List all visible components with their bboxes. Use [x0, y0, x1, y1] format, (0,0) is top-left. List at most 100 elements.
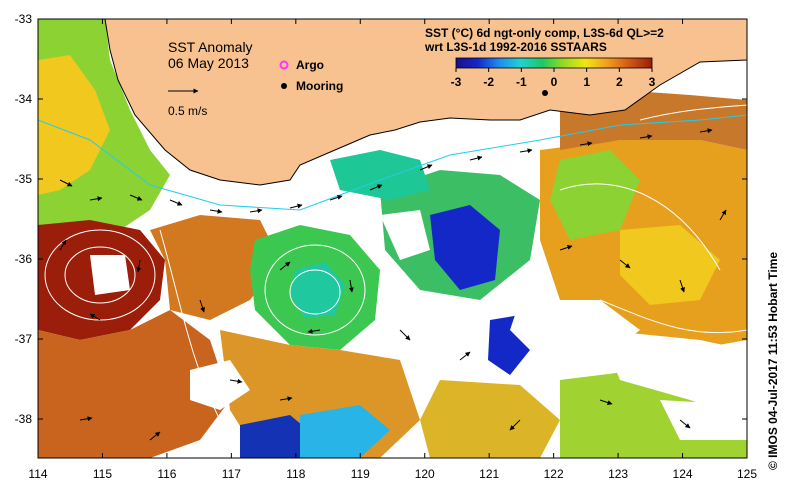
no-data-patch — [380, 210, 430, 260]
mooring-marker — [542, 90, 548, 96]
current-arrow — [579, 141, 593, 147]
current-arrow — [129, 194, 143, 201]
current-arrow — [136, 259, 142, 273]
plot-frame — [37, 18, 748, 459]
current-arrow — [149, 431, 161, 441]
product-description-line1: SST (°C) 6d ngt-only comp, L3S-6d QL>=2 — [425, 26, 664, 40]
current-arrow — [639, 134, 653, 140]
x-tick-label: 115 — [93, 467, 112, 481]
current-arrow — [509, 419, 521, 431]
x-axis: 114 115 116 117 118 119 120 121 122 123 124 125 — [28, 19, 757, 481]
current-arrow — [599, 399, 613, 405]
current-arrow — [199, 299, 205, 313]
current-arrow — [559, 245, 573, 251]
mooring-legend: Mooring — [281, 79, 343, 93]
no-data-areas — [90, 210, 747, 440]
current-arrow — [399, 329, 411, 341]
current-arrow — [469, 155, 483, 161]
current-arrow — [279, 396, 293, 402]
no-data-patch — [660, 400, 747, 440]
current-arrow — [229, 378, 243, 384]
colorbar-tick-label: -3 — [451, 75, 462, 89]
colorbar-tick-label: 2 — [616, 75, 623, 89]
argo-label: Argo — [296, 58, 324, 72]
sst-patch — [430, 205, 500, 290]
current-arrow — [348, 279, 354, 293]
current-arrow — [89, 196, 103, 202]
ssh-contours — [44, 104, 747, 421]
current-arrow — [59, 239, 67, 251]
colorbar-tick-label: 3 — [649, 75, 656, 89]
colorbar-tick-label: -2 — [483, 75, 494, 89]
current-vectors — [59, 128, 727, 441]
current-arrow — [289, 203, 303, 209]
current-arrow — [279, 261, 291, 271]
sst-patch — [290, 262, 345, 318]
x-tick-label: 125 — [737, 467, 757, 481]
colorbar-tick-label: -1 — [516, 75, 527, 89]
current-arrow — [369, 184, 383, 191]
x-tick-label: 119 — [351, 467, 370, 481]
current-arrow — [619, 259, 631, 269]
current-arrow — [307, 328, 321, 334]
mooring-label: Mooring — [296, 79, 343, 93]
x-tick-label: 120 — [415, 467, 435, 481]
current-arrow — [419, 164, 433, 171]
sst-patch — [300, 405, 390, 458]
colorbar: -3 -2 -1 0 1 2 3 — [451, 57, 656, 89]
colorbar-tick-label: 1 — [583, 75, 590, 89]
current-arrow — [459, 351, 471, 361]
shelf-edge-line — [38, 114, 747, 211]
contour-line — [264, 244, 366, 336]
x-tick-label: 114 — [28, 467, 47, 481]
x-tick-label: 118 — [286, 467, 305, 481]
sst-patch — [620, 225, 720, 305]
no-data-patch — [600, 330, 747, 420]
contour-line — [289, 269, 341, 315]
sst-patch — [38, 310, 230, 458]
current-arrow — [169, 199, 183, 206]
product-description-line2: wrt L3S-1d 1992-2016 SSTAARS — [424, 40, 607, 54]
contour-line — [599, 299, 747, 334]
current-arrow — [679, 279, 685, 293]
current-arrow — [699, 128, 713, 134]
colorbar-gradient — [455, 57, 653, 69]
current-arrow — [519, 148, 533, 154]
y-tick-label: -35 — [15, 172, 33, 186]
contour-line — [64, 246, 136, 304]
map-date: 06 May 2013 — [168, 55, 249, 71]
sst-patch — [550, 150, 640, 240]
current-arrow — [209, 208, 223, 214]
sst-anomaly-field — [38, 19, 747, 458]
no-data-patch — [90, 255, 130, 295]
colorbar-tick-label: 0 — [551, 75, 558, 89]
y-axis: -33-34-35-36-37-38 — [15, 12, 747, 426]
argo-legend: Argo — [279, 58, 324, 72]
velocity-scale-label: 0.5 m/s — [168, 104, 207, 118]
sst-patch — [420, 380, 560, 458]
current-arrow — [719, 209, 727, 221]
current-arrow — [59, 179, 73, 187]
current-arrow — [89, 313, 101, 321]
current-arrow — [329, 195, 343, 201]
x-tick-label: 121 — [479, 467, 499, 481]
argo-symbol-icon — [279, 60, 289, 70]
x-tick-label: 123 — [608, 467, 628, 481]
no-data-patch — [190, 360, 250, 410]
sst-patch — [38, 55, 110, 195]
contour-line — [639, 104, 747, 121]
y-tick-label: -37 — [15, 332, 33, 346]
sst-patch — [150, 215, 280, 320]
imos-credit: © IMOS 04-Jul-2017 11:53 Hobart Time — [766, 251, 780, 470]
y-tick-label: -36 — [15, 252, 33, 266]
contour-line — [159, 229, 221, 421]
x-tick-label: 124 — [673, 467, 693, 481]
current-arrow — [249, 208, 263, 214]
current-arrow — [79, 416, 93, 422]
contour-line — [559, 183, 721, 271]
current-arrow — [679, 419, 691, 429]
y-tick-label: -34 — [15, 92, 33, 106]
sst-patch — [330, 150, 430, 200]
map-title: SST Anomaly — [168, 39, 253, 55]
